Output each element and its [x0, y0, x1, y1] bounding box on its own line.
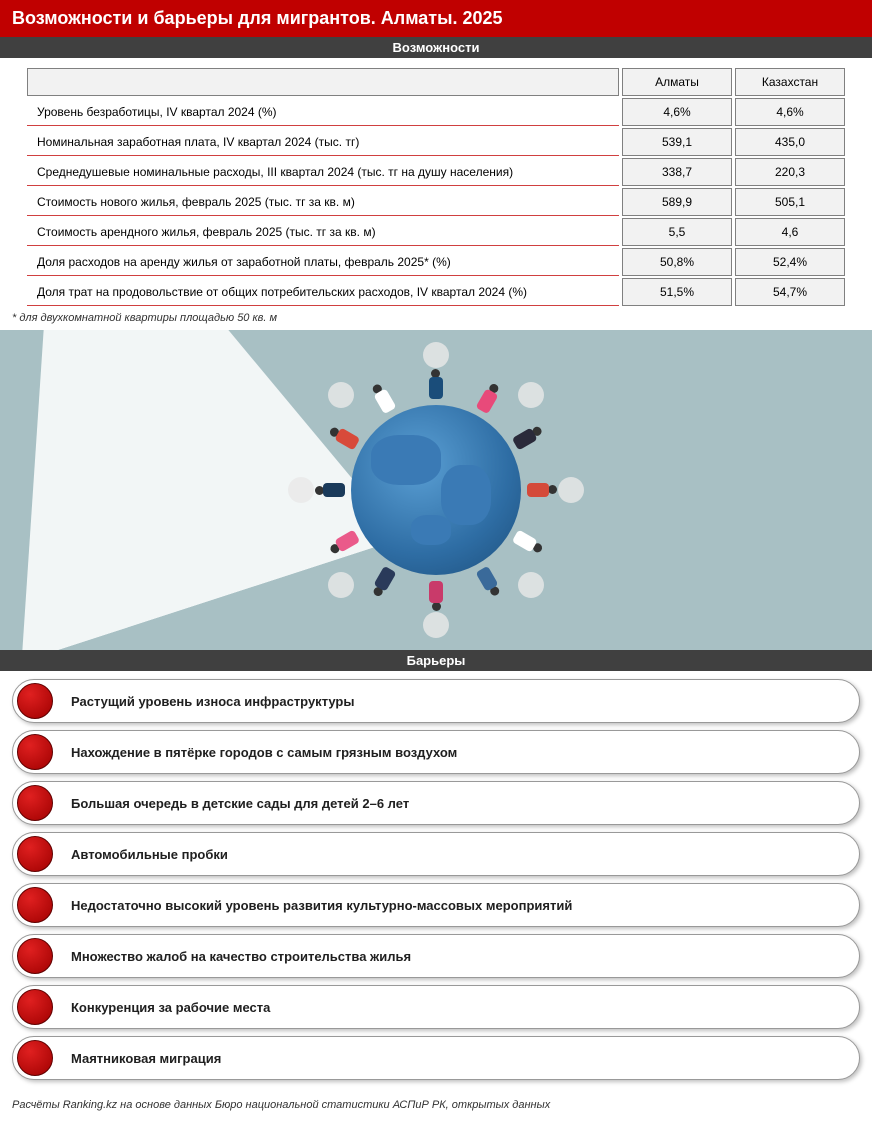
barrier-dot-icon	[17, 785, 53, 821]
barrier-dot-icon	[17, 836, 53, 872]
page-title: Возможности и барьеры для мигрантов. Алм…	[12, 8, 503, 28]
row-val-almaty: 51,5%	[622, 278, 732, 306]
barrier-text: Маятниковая миграция	[71, 1051, 221, 1066]
row-label: Номинальная заработная плата, IV квартал…	[27, 128, 619, 156]
service-icon	[518, 382, 544, 408]
row-label: Среднедушевые номинальные расходы, III к…	[27, 158, 619, 186]
row-label: Доля трат на продовольствие от общих пот…	[27, 278, 619, 306]
table-row: Стоимость нового жилья, февраль 2025 (ты…	[27, 188, 845, 216]
barrier-text: Множество жалоб на качество строительств…	[71, 949, 411, 964]
barriers-section-title: Барьеры	[0, 650, 872, 671]
barrier-text: Недостаточно высокий уровень развития ку…	[71, 898, 572, 913]
row-val-kz: 435,0	[735, 128, 845, 156]
row-val-kz: 4,6	[735, 218, 845, 246]
row-val-almaty: 589,9	[622, 188, 732, 216]
table-header-row: Алматы Казахстан	[27, 68, 845, 96]
barrier-text: Нахождение в пятёрке городов с самым гря…	[71, 745, 457, 760]
globe-icon	[351, 405, 521, 575]
barrier-dot-icon	[17, 734, 53, 770]
barrier-dot-icon	[17, 683, 53, 719]
barrier-text: Конкуренция за рабочие места	[71, 1000, 270, 1015]
barrier-item: Автомобильные пробки	[12, 832, 860, 876]
barrier-item: Маятниковая миграция	[12, 1036, 860, 1080]
row-label: Стоимость нового жилья, февраль 2025 (ты…	[27, 188, 619, 216]
opportunities-section-title: Возможности	[0, 37, 872, 58]
opportunities-table-wrap: Алматы Казахстан Уровень безработицы, IV…	[0, 58, 872, 310]
person-icon	[422, 569, 450, 611]
row-val-almaty: 50,8%	[622, 248, 732, 276]
barrier-dot-icon	[17, 989, 53, 1025]
row-val-almaty: 4,6%	[622, 98, 732, 126]
table-row: Номинальная заработная плата, IV квартал…	[27, 128, 845, 156]
table-row: Стоимость арендного жилья, февраль 2025 …	[27, 218, 845, 246]
person-icon	[315, 476, 357, 504]
barrier-item: Недостаточно высокий уровень развития ку…	[12, 883, 860, 927]
illustration-panel	[0, 330, 872, 650]
row-val-almaty: 5,5	[622, 218, 732, 246]
barrier-item: Растущий уровень износа инфраструктуры	[12, 679, 860, 723]
row-val-almaty: 539,1	[622, 128, 732, 156]
source-text: Расчёты Ranking.kz на основе данных Бюро…	[0, 1095, 872, 1119]
barrier-text: Большая очередь в детские сады для детей…	[71, 796, 409, 811]
service-icon	[288, 477, 314, 503]
page-header: Возможности и барьеры для мигрантов. Алм…	[0, 0, 872, 37]
barrier-text: Автомобильные пробки	[71, 847, 228, 862]
service-icon	[423, 342, 449, 368]
barrier-item: Большая очередь в детские сады для детей…	[12, 781, 860, 825]
row-label: Уровень безработицы, IV квартал 2024 (%)	[27, 98, 619, 126]
service-icon	[328, 572, 354, 598]
table-row: Среднедушевые номинальные расходы, III к…	[27, 158, 845, 186]
barrier-text: Растущий уровень износа инфраструктуры	[71, 694, 354, 709]
table-row: Уровень безработицы, IV квартал 2024 (%)…	[27, 98, 845, 126]
row-label: Стоимость арендного жилья, февраль 2025 …	[27, 218, 619, 246]
table-row: Доля расходов на аренду жилья от заработ…	[27, 248, 845, 276]
row-val-kz: 4,6%	[735, 98, 845, 126]
row-val-kz: 52,4%	[735, 248, 845, 276]
service-icon	[558, 477, 584, 503]
service-icon	[518, 572, 544, 598]
person-icon	[422, 369, 450, 411]
globe-wrap	[351, 405, 521, 575]
barrier-dot-icon	[17, 938, 53, 974]
table-row: Доля трат на продовольствие от общих пот…	[27, 278, 845, 306]
col-header-label	[27, 68, 619, 96]
barrier-dot-icon	[17, 1040, 53, 1076]
row-val-kz: 505,1	[735, 188, 845, 216]
barriers-list: Растущий уровень износа инфраструктуры На…	[0, 671, 872, 1095]
col-header-almaty: Алматы	[622, 68, 732, 96]
barrier-item: Нахождение в пятёрке городов с самым гря…	[12, 730, 860, 774]
barrier-item: Множество жалоб на качество строительств…	[12, 934, 860, 978]
row-label: Доля расходов на аренду жилья от заработ…	[27, 248, 619, 276]
person-icon	[515, 476, 557, 504]
table-footnote: * для двухкомнатной квартиры площадью 50…	[0, 310, 872, 330]
service-icon	[423, 612, 449, 638]
service-icon	[328, 382, 354, 408]
col-header-kz: Казахстан	[735, 68, 845, 96]
barrier-item: Конкуренция за рабочие места	[12, 985, 860, 1029]
row-val-kz: 54,7%	[735, 278, 845, 306]
row-val-almaty: 338,7	[622, 158, 732, 186]
opportunities-table: Алматы Казахстан Уровень безработицы, IV…	[24, 66, 848, 308]
row-val-kz: 220,3	[735, 158, 845, 186]
barrier-dot-icon	[17, 887, 53, 923]
